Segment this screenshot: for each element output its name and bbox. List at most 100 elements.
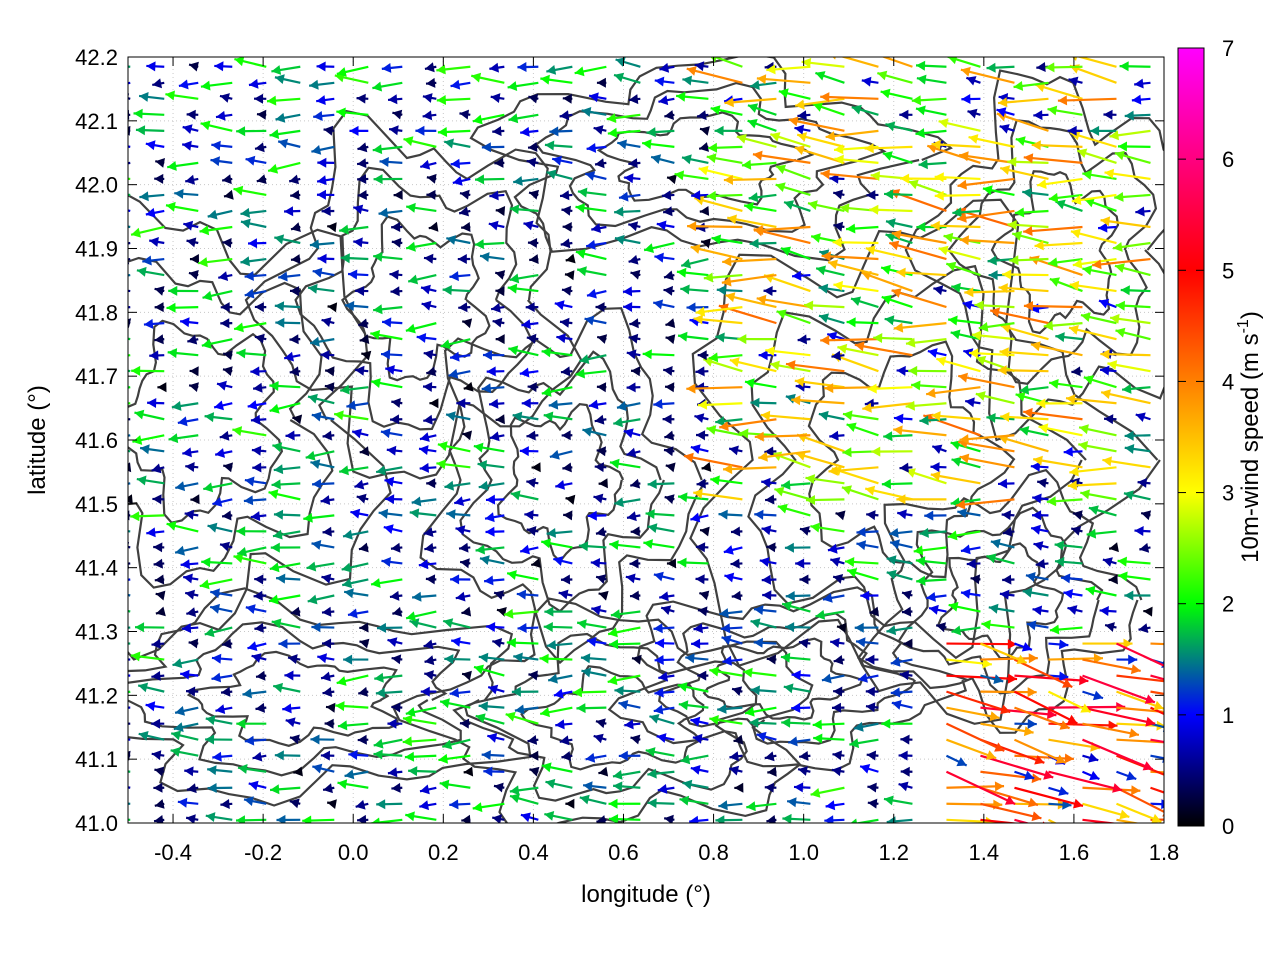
wind-vector-head xyxy=(422,110,433,121)
wind-vector-shaft xyxy=(989,309,1049,325)
wind-vector-head xyxy=(416,333,427,343)
wind-vector-head xyxy=(486,366,496,377)
wind-vector-head xyxy=(794,145,805,155)
wind-vector-head xyxy=(233,185,244,196)
wind-vector-head xyxy=(628,254,639,265)
wind-vector-head xyxy=(520,126,530,137)
wind-vector-head xyxy=(1055,332,1065,343)
wind-vector-head xyxy=(232,426,243,436)
wind-vector-head xyxy=(693,314,703,325)
wind-vector-head xyxy=(596,526,606,537)
wind-vector-head xyxy=(350,508,361,519)
wind-vector-head xyxy=(815,609,826,620)
wind-vector-head xyxy=(971,330,982,341)
wind-vector-head xyxy=(682,779,693,790)
wind-vector-head xyxy=(744,706,755,717)
wind-vector-head xyxy=(990,307,1000,318)
wind-vector-head xyxy=(861,47,871,56)
wind-vector-head xyxy=(893,425,903,436)
wind-vector-head xyxy=(761,525,772,536)
wind-vector-head xyxy=(444,654,454,665)
wind-vector-head xyxy=(211,653,222,664)
wind-vector-head xyxy=(217,380,227,391)
wind-vector-head xyxy=(387,637,398,647)
wind-vector-head xyxy=(931,411,941,421)
contour-line xyxy=(128,319,284,524)
wind-vector-head xyxy=(585,171,596,181)
wind-vector-head xyxy=(250,366,260,377)
wind-vector-head xyxy=(389,590,400,601)
wind-vector-head xyxy=(776,164,787,175)
wind-vector-head xyxy=(1019,426,1030,436)
x-axis-ticks: -0.4 -0.2 0.0 0.2 0.4 0.6 0.8 1.0 1.2 1.4 1.6 1.8 xyxy=(154,57,1179,865)
wind-vector-head xyxy=(481,750,491,760)
wind-vector-head xyxy=(151,718,161,729)
wind-vector-head xyxy=(254,93,264,104)
wind-vector-head xyxy=(313,111,323,121)
wind-vector-head xyxy=(506,637,516,648)
wind-vector-head xyxy=(1047,105,1058,116)
wind-vector-head xyxy=(214,400,224,411)
wind-vector-head xyxy=(1114,192,1124,202)
wind-vector-head xyxy=(764,751,775,762)
wind-vector-head xyxy=(818,410,829,421)
wind-vector-shaft xyxy=(1150,754,1164,760)
wind-vector-head xyxy=(355,365,365,376)
wind-vector-head xyxy=(632,654,642,665)
wind-vector-head xyxy=(419,432,430,442)
wind-vector-head xyxy=(1080,489,1090,500)
wind-vector-head xyxy=(381,63,392,73)
wind-vector-head xyxy=(444,480,454,491)
wind-vector-head xyxy=(140,444,150,455)
x-tick-label: 1.6 xyxy=(1059,840,1090,865)
wind-vector-head xyxy=(911,380,921,391)
wind-vector-head xyxy=(679,795,690,806)
wind-vector-head xyxy=(764,782,774,793)
wind-vector-head xyxy=(1143,606,1153,617)
wind-vector-head xyxy=(820,335,830,346)
wind-vector-head xyxy=(426,366,437,377)
wind-vector-head xyxy=(667,174,677,185)
wind-vector-head xyxy=(423,527,434,537)
wind-vector-head xyxy=(183,220,194,231)
wind-vector-head xyxy=(718,509,728,520)
wind-vector-head xyxy=(898,781,909,792)
wind-vector-head xyxy=(1153,700,1164,711)
wind-vector-head xyxy=(860,590,870,601)
wind-vector-shaft xyxy=(980,754,1054,779)
wind-vector-head xyxy=(985,750,997,760)
y-axis-title: latitude (°) xyxy=(24,385,51,495)
wind-vector-head xyxy=(357,158,367,169)
wind-vector-head xyxy=(541,386,552,397)
wind-vector-head xyxy=(562,222,572,232)
x-tick-label: 0.8 xyxy=(698,840,729,865)
contour-line xyxy=(391,597,814,823)
wind-vector-head xyxy=(737,334,747,345)
wind-vector-head xyxy=(989,711,1000,722)
wind-vector-head xyxy=(916,575,926,586)
wind-vector-head xyxy=(630,478,641,489)
wind-vector-head xyxy=(403,714,413,725)
wind-vector-head xyxy=(449,271,459,282)
wind-vector-head xyxy=(1071,195,1082,205)
wind-vector-head xyxy=(819,313,829,323)
wind-vector-head xyxy=(881,295,892,305)
wind-vector-shaft xyxy=(1082,674,1156,704)
wind-vector-head xyxy=(1204,729,1214,738)
wind-vector-head xyxy=(481,142,491,153)
wind-vector-head xyxy=(754,509,764,520)
wind-vector-head xyxy=(759,557,770,567)
wind-vector-head xyxy=(697,350,707,361)
wind-vector-head xyxy=(216,110,226,121)
wind-vector-shaft xyxy=(1150,706,1164,716)
colorbar-tick-label: 2 xyxy=(1222,592,1234,617)
wind-vector-head xyxy=(335,701,345,712)
wind-vector-head xyxy=(336,67,347,77)
wind-vector-head xyxy=(346,400,356,411)
wind-vector-head xyxy=(882,151,893,161)
wind-vector-head xyxy=(960,544,971,555)
wind-vector-head xyxy=(128,419,129,425)
wind-vector-head xyxy=(753,637,763,648)
wind-vector-head xyxy=(236,126,246,137)
wind-vector-head xyxy=(747,103,759,113)
